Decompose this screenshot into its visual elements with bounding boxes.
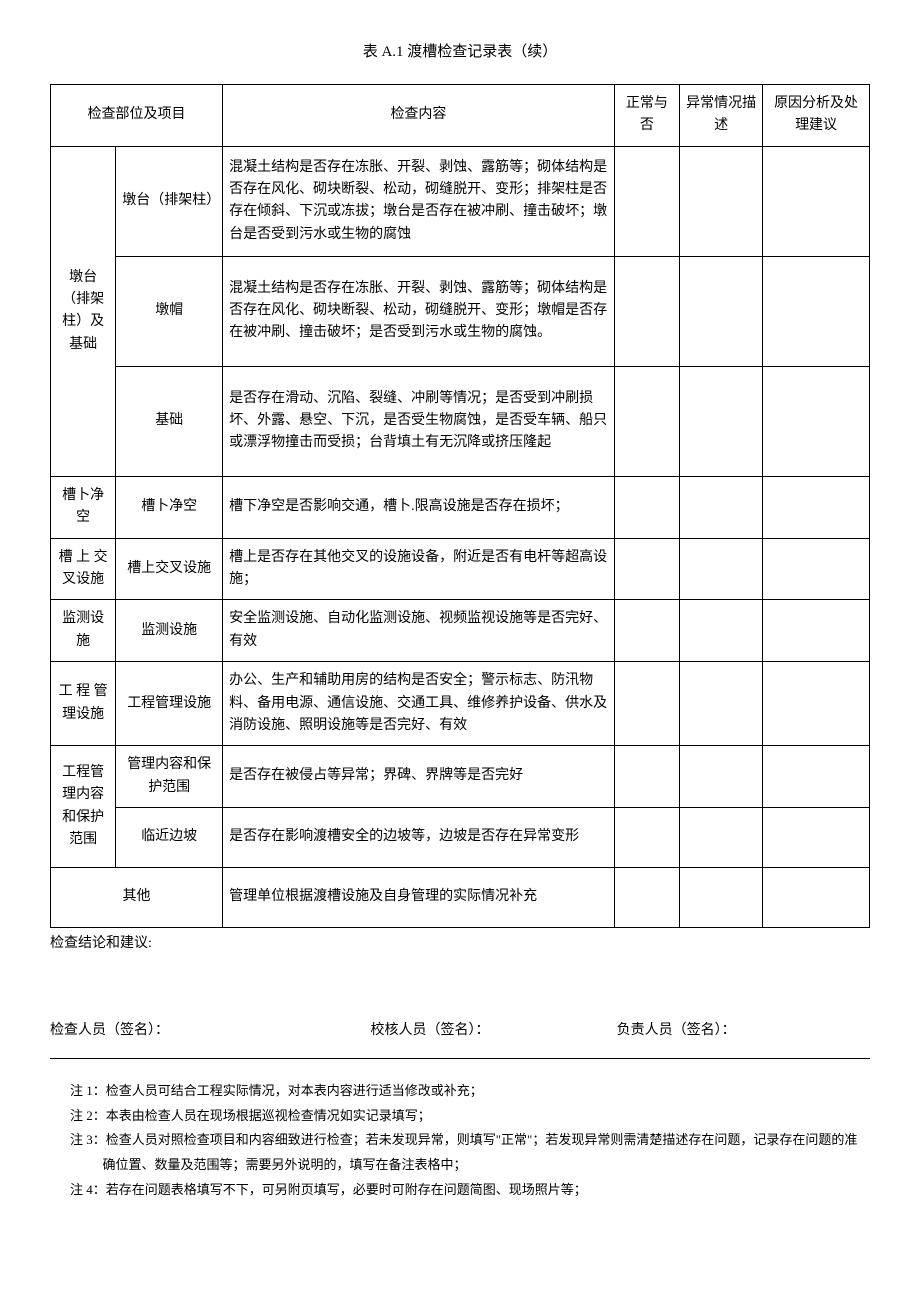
table-row: 槽 上 交叉设施 槽上交叉设施 槽上是否存在其他交叉的设施设备，附近是否有电杆等… [51, 538, 870, 600]
content-cell: 混凝土结构是否存在冻胀、开裂、剥蚀、露筋等；砌体结构是否存在风化、砌块断裂、松动… [223, 256, 615, 366]
header-normal: 正常与否 [614, 85, 679, 147]
abnormal-cell[interactable] [680, 366, 763, 476]
item-cell: 槽上交叉设施 [116, 538, 223, 600]
normal-cell[interactable] [614, 146, 679, 256]
note-item: 注 3：检查人员对照检查项目和内容细致进行检查；若未发现异常，则填写"正常"；若… [70, 1128, 870, 1177]
normal-cell[interactable] [614, 476, 679, 538]
suggest-cell[interactable] [763, 662, 870, 746]
header-suggest: 原因分析及处理建议 [763, 85, 870, 147]
suggest-cell[interactable] [763, 746, 870, 808]
category-cell: 槽 上 交叉设施 [51, 538, 116, 600]
signature-row: 检查人员（签名）： 校核人员（签名）： 负责人员（签名）： [50, 1015, 870, 1058]
normal-cell[interactable] [614, 600, 679, 662]
suggest-cell[interactable] [763, 476, 870, 538]
conclusion-label: 检查结论和建议: [50, 933, 870, 955]
item-cell: 墩台（排架柱） [116, 146, 223, 256]
content-cell: 是否存在影响渡槽安全的边坡等，边坡是否存在异常变形 [223, 808, 615, 868]
content-cell: 办公、生产和辅助用房的结构是否安全；警示标志、防汛物料、备用电源、通信设施、交通… [223, 662, 615, 746]
content-cell: 管理单位根据渡槽设施及自身管理的实际情况补充 [223, 868, 615, 928]
abnormal-cell[interactable] [680, 808, 763, 868]
item-cell: 监测设施 [116, 600, 223, 662]
table-row: 基础 是否存在滑动、沉陷、裂缝、冲刷等情况；是否受到冲刷损坏、外露、悬空、下沉，… [51, 366, 870, 476]
table-row: 其他 管理单位根据渡槽设施及自身管理的实际情况补充 [51, 868, 870, 928]
table-row: 监测设施 监测设施 安全监测设施、自动化监测设施、视频监视设施等是否完好、有效 [51, 600, 870, 662]
suggest-cell[interactable] [763, 366, 870, 476]
item-cell: 临近边坡 [116, 808, 223, 868]
table-row: 墩帽 混凝土结构是否存在冻胀、开裂、剥蚀、露筋等；砌体结构是否存在风化、砌块断裂… [51, 256, 870, 366]
signature-responsible: 负责人员（签名）： [557, 1020, 870, 1042]
suggest-cell[interactable] [763, 146, 870, 256]
table-row: 墩台（排架柱）及基础 墩台（排架柱） 混凝土结构是否存在冻胀、开裂、剥蚀、露筋等… [51, 146, 870, 256]
normal-cell[interactable] [614, 538, 679, 600]
inspection-table: 检查部位及项目 检查内容 正常与否 异常情况描述 原因分析及处理建议 墩台（排架… [50, 84, 870, 928]
suggest-cell[interactable] [763, 538, 870, 600]
normal-cell[interactable] [614, 662, 679, 746]
normal-cell[interactable] [614, 366, 679, 476]
content-cell: 是否存在滑动、沉陷、裂缝、冲刷等情况；是否受到冲刷损坏、外露、悬空、下沉，是否受… [223, 366, 615, 476]
item-cell: 基础 [116, 366, 223, 476]
content-cell: 安全监测设施、自动化监测设施、视频监视设施等是否完好、有效 [223, 600, 615, 662]
table-header-row: 检查部位及项目 检查内容 正常与否 异常情况描述 原因分析及处理建议 [51, 85, 870, 147]
table-row: 槽卜净空 槽卜净空 槽下净空是否影响交通，槽卜.限高设施是否存在损坏； [51, 476, 870, 538]
table-row: 临近边坡 是否存在影响渡槽安全的边坡等，边坡是否存在异常变形 [51, 808, 870, 868]
header-abnormal: 异常情况描述 [680, 85, 763, 147]
suggest-cell[interactable] [763, 256, 870, 366]
table-row: 工程管理内容和保护范围 管理内容和保护范围 是否存在被侵占等异常；界碑、界牌等是… [51, 746, 870, 808]
abnormal-cell[interactable] [680, 662, 763, 746]
content-cell: 槽上是否存在其他交叉的设施设备，附近是否有电杆等超高设施； [223, 538, 615, 600]
signature-checker: 校核人员（签名）： [303, 1020, 556, 1042]
normal-cell[interactable] [614, 746, 679, 808]
abnormal-cell[interactable] [680, 146, 763, 256]
category-cell: 墩台（排架柱）及基础 [51, 146, 116, 476]
note-item: 注 2：本表由检查人员在现场根据巡视检查情况如实记录填写； [70, 1104, 870, 1129]
table-body: 墩台（排架柱）及基础 墩台（排架柱） 混凝土结构是否存在冻胀、开裂、剥蚀、露筋等… [51, 146, 870, 927]
abnormal-cell[interactable] [680, 256, 763, 366]
suggest-cell[interactable] [763, 868, 870, 928]
item-cell: 管理内容和保护范围 [116, 746, 223, 808]
signature-inspector: 检查人员（签名）： [50, 1020, 303, 1042]
suggest-cell[interactable] [763, 600, 870, 662]
content-cell: 混凝土结构是否存在冻胀、开裂、剥蚀、露筋等；砌体结构是否存在风化、砌块断裂、松动… [223, 146, 615, 256]
notes-section: 注 1：检查人员可结合工程实际情况，对本表内容进行适当修改或补充； 注 2：本表… [50, 1079, 870, 1202]
abnormal-cell[interactable] [680, 538, 763, 600]
abnormal-cell[interactable] [680, 868, 763, 928]
abnormal-cell[interactable] [680, 476, 763, 538]
header-category: 检查部位及项目 [51, 85, 223, 147]
content-cell: 槽下净空是否影响交通，槽卜.限高设施是否存在损坏； [223, 476, 615, 538]
category-cell: 工程管理内容和保护范围 [51, 746, 116, 868]
content-cell: 是否存在被侵占等异常；界碑、界牌等是否完好 [223, 746, 615, 808]
item-cell: 槽卜净空 [116, 476, 223, 538]
item-cell: 工程管理设施 [116, 662, 223, 746]
table-title: 表 A.1 渡槽检查记录表（续） [50, 40, 870, 64]
category-cell: 工 程 管理设施 [51, 662, 116, 746]
category-cell: 槽卜净空 [51, 476, 116, 538]
note-item: 注 1：检查人员可结合工程实际情况，对本表内容进行适当修改或补充； [70, 1079, 870, 1104]
abnormal-cell[interactable] [680, 600, 763, 662]
header-content: 检查内容 [223, 85, 615, 147]
suggest-cell[interactable] [763, 808, 870, 868]
normal-cell[interactable] [614, 808, 679, 868]
normal-cell[interactable] [614, 868, 679, 928]
item-cell: 墩帽 [116, 256, 223, 366]
category-cell: 其他 [51, 868, 223, 928]
normal-cell[interactable] [614, 256, 679, 366]
note-item: 注 4：若存在问题表格填写不下，可另附页填写，必要时可附存在问题简图、现场照片等… [70, 1178, 870, 1203]
abnormal-cell[interactable] [680, 746, 763, 808]
table-row: 工 程 管理设施 工程管理设施 办公、生产和辅助用房的结构是否安全；警示标志、防… [51, 662, 870, 746]
category-cell: 监测设施 [51, 600, 116, 662]
